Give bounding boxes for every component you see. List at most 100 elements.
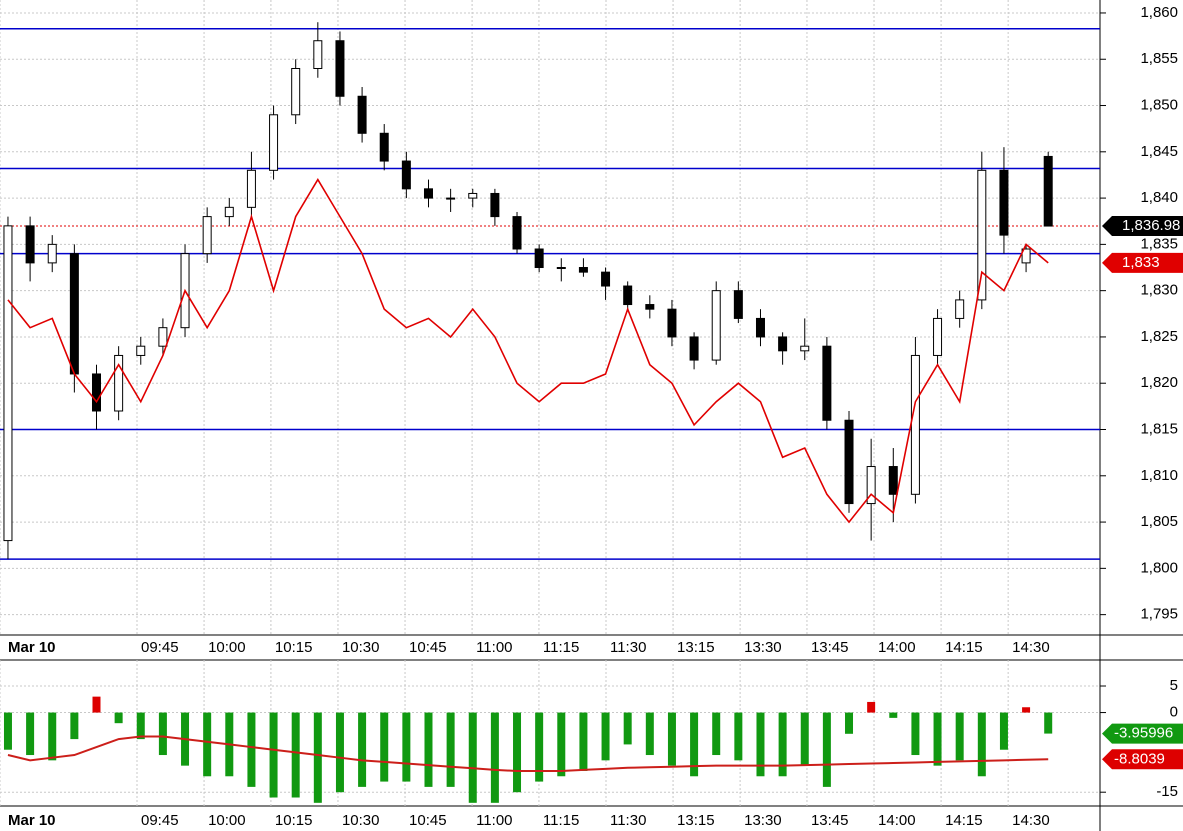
- histogram-bar: [977, 712, 986, 777]
- histogram-bar: [513, 712, 522, 793]
- candle-body: [1021, 248, 1031, 264]
- histogram-bar: [203, 712, 212, 777]
- histogram-bar: [26, 712, 35, 756]
- histogram-bar: [70, 712, 79, 740]
- x-tick-label: 11:30: [610, 639, 646, 656]
- histogram-bar: [712, 712, 721, 756]
- histogram-bar: [911, 712, 920, 756]
- candle-body: [136, 345, 146, 356]
- x-tick-label: 13:30: [744, 639, 782, 656]
- histogram-bar: [158, 712, 167, 756]
- x-tick-label: 10:30: [342, 639, 380, 656]
- x-tick-label: 14:30: [1012, 812, 1050, 829]
- candle-body: [955, 299, 965, 319]
- x-tick-label: 09:45: [141, 639, 179, 656]
- histogram-bar: [48, 712, 57, 761]
- candle-body: [778, 336, 788, 352]
- candle-body: [446, 197, 456, 200]
- x-tick-label: 13:30: [744, 812, 782, 829]
- candle-body: [114, 354, 124, 412]
- y-tick-label: 1,805: [1140, 513, 1178, 530]
- x-tick-label: 14:00: [878, 812, 916, 829]
- candle-body: [202, 216, 212, 255]
- histogram-bar: [756, 712, 765, 777]
- last-value-box: [1102, 723, 1183, 744]
- candle-body: [25, 225, 35, 264]
- y-tick-label: 1,835: [1140, 235, 1178, 252]
- x-tick-label: 14:30: [1012, 639, 1050, 656]
- histogram-bar: [291, 712, 300, 798]
- candle-body: [401, 160, 411, 190]
- candle-body: [888, 466, 898, 495]
- signal-line: [7, 735, 1049, 772]
- candle-body: [158, 327, 168, 347]
- candle-body: [269, 114, 279, 171]
- x-tick-label: Mar 10: [8, 812, 56, 829]
- candle-body: [224, 206, 234, 218]
- candle-body: [1043, 155, 1053, 227]
- candle-body: [733, 290, 743, 319]
- line-last-box: [1102, 252, 1183, 273]
- x-tick-label: 14:00: [878, 639, 916, 656]
- histogram-bar: [490, 712, 499, 803]
- x-tick-label: Mar 10: [8, 639, 56, 656]
- signal-last-label: -8.8039: [1114, 750, 1165, 767]
- x-tick-label: 14:15: [945, 639, 983, 656]
- y-tick-label: 5: [1170, 677, 1178, 694]
- histogram-bar: [402, 712, 411, 782]
- candle-body: [623, 285, 633, 306]
- histogram-bar: [667, 712, 676, 766]
- candle-body: [601, 271, 611, 287]
- candle-body: [69, 253, 79, 375]
- candle-body: [910, 354, 920, 495]
- histogram-bar: [313, 712, 322, 803]
- histogram-bar: [424, 712, 433, 787]
- histogram-bar: [889, 712, 898, 718]
- x-tick-label: 13:15: [677, 812, 715, 829]
- histogram-bar: [778, 712, 787, 777]
- histogram-bar: [1022, 707, 1031, 713]
- last-value-label: -3.95996: [1114, 725, 1173, 742]
- candle-body: [667, 308, 677, 338]
- x-tick-label: 11:00: [476, 812, 512, 829]
- x-tick-label: 10:30: [342, 812, 380, 829]
- y-tick-label: 1,850: [1140, 96, 1178, 113]
- last-price-label: 1,836.98: [1122, 217, 1180, 234]
- x-tick-label: 10:15: [275, 812, 313, 829]
- candle-body: [711, 290, 721, 361]
- y-tick-label: 1,795: [1140, 606, 1178, 623]
- histogram-bar: [601, 712, 610, 761]
- y-tick-label: 1,845: [1140, 143, 1178, 160]
- histogram-bar: [335, 712, 344, 793]
- x-tick-label: 11:00: [476, 639, 512, 656]
- indicator-line: [7, 178, 1049, 524]
- x-tick-label: 10:45: [409, 639, 447, 656]
- histogram-bar: [114, 712, 123, 724]
- x-tick-label: 10:15: [275, 639, 313, 656]
- x-tick-label: 09:45: [141, 812, 179, 829]
- y-tick-label: 1,840: [1140, 189, 1178, 206]
- candle-body: [246, 169, 256, 208]
- candle-body: [335, 40, 345, 97]
- histogram-bar: [734, 712, 743, 761]
- candle-body: [578, 267, 588, 273]
- y-tick-label: 1,800: [1140, 559, 1178, 576]
- x-tick-label: 13:45: [811, 812, 849, 829]
- histogram-bar: [1044, 712, 1053, 734]
- histogram-bar: [845, 712, 854, 734]
- candle-body: [977, 169, 987, 301]
- line-last-label: 1,833: [1122, 254, 1160, 271]
- signal-last-box: [1102, 749, 1183, 770]
- x-tick-label: 14:15: [945, 812, 983, 829]
- histogram-bar: [645, 712, 654, 756]
- candle-body: [512, 216, 522, 250]
- candle-body: [556, 267, 566, 270]
- histogram-bar: [999, 712, 1008, 750]
- y-tick-label: 1,855: [1140, 50, 1178, 67]
- candle-body: [999, 169, 1009, 236]
- x-tick-label: 10:00: [208, 639, 246, 656]
- x-tick-label: 11:30: [610, 812, 646, 829]
